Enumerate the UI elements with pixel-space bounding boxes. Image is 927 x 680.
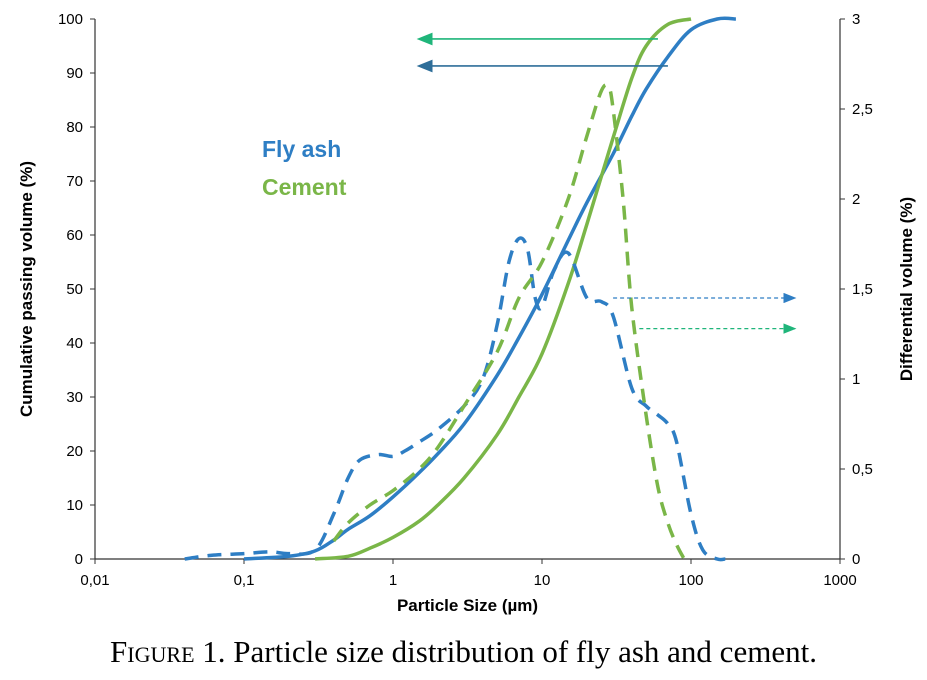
y-right-tick-label: 3 — [852, 11, 860, 28]
axes — [90, 18, 845, 564]
figure-caption-text: Particle size distribution of fly ash an… — [233, 634, 817, 669]
y-left-tick-label: 20 — [66, 443, 83, 460]
y-right-tick-label: 1,5 — [852, 281, 873, 298]
x-axis-title: Particle Size (µm) — [397, 596, 538, 615]
figure-number: 1. — [202, 634, 226, 669]
x-tick-label: 100 — [678, 572, 703, 589]
y-left-tick-label: 70 — [66, 173, 83, 190]
x-tick-label: 10 — [534, 572, 551, 589]
particle-size-chart: 0,01 0,1 1 10 100 100001020304050607080901000… — [17, 11, 916, 615]
y-left-tick-label: 30 — [66, 389, 83, 406]
y-left-tick-label: 40 — [66, 335, 83, 352]
legend-label-fly-ash: Fly ash — [262, 136, 341, 162]
x-tick-label: 1 — [389, 572, 397, 589]
y-axis-right-title: Differential volume (%) — [897, 197, 916, 381]
series-cement-cumulative — [314, 17, 692, 561]
x-tick-label: 0,1 — [234, 572, 255, 589]
y-right-tick-label: 0,5 — [852, 461, 873, 478]
y-right-tick-label: 0 — [852, 551, 860, 568]
y-left-tick-label: 50 — [66, 281, 83, 298]
y-right-tick-label: 1 — [852, 371, 860, 388]
series-fly-ash-differential — [184, 236, 726, 562]
y-left-tick-label: 90 — [66, 65, 83, 82]
y-left-tick-label: 0 — [75, 551, 83, 568]
y-left-tick-label: 100 — [58, 11, 83, 28]
y-left-tick-label: 60 — [66, 227, 83, 244]
figure-label: Figure — [110, 634, 195, 669]
series-fly-ash-cumulative — [243, 16, 736, 561]
y-left-tick-label: 80 — [66, 119, 83, 136]
figure-caption: Figure 1. Particle size distribution of … — [0, 634, 927, 670]
y-right-tick-label: 2,5 — [852, 101, 873, 118]
y-right-tick-label: 2 — [852, 191, 860, 208]
x-tick-label: 1000 — [823, 572, 856, 589]
x-tick-label: 0,01 — [80, 572, 109, 589]
series-layer — [184, 16, 736, 562]
y-left-tick-label: 10 — [66, 497, 83, 514]
legend-label-cement: Cement — [262, 174, 347, 200]
label-layer: 0,01 0,1 1 10 100 100001020304050607080901000… — [17, 11, 916, 615]
annotation-layer — [416, 32, 797, 334]
series-cement-differential — [332, 83, 686, 560]
y-axis-left-title: Cumulative passing volume (%) — [17, 161, 36, 417]
